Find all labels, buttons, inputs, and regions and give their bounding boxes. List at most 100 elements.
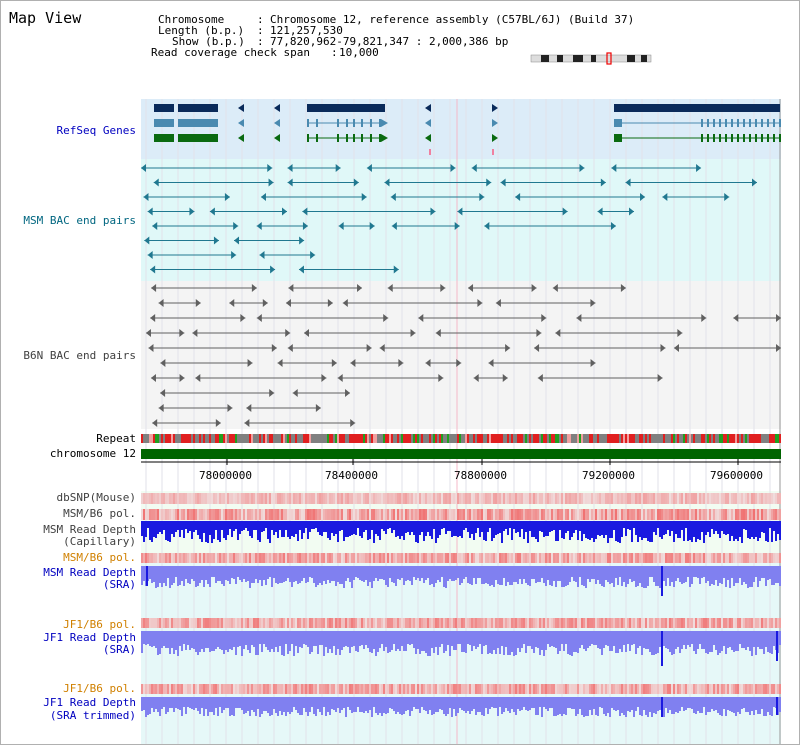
depth-bar <box>773 631 775 646</box>
heat-cell <box>761 493 763 504</box>
repeat-cell <box>551 434 553 443</box>
heat-cell <box>513 618 515 628</box>
depth-bar <box>383 697 385 713</box>
depth-bar <box>659 631 661 647</box>
heat-cell <box>685 553 687 563</box>
axis-tick-label: 78800000 <box>454 469 507 482</box>
heat-cell <box>569 618 571 628</box>
repeat-cell <box>509 434 511 443</box>
heat-cell <box>161 553 163 563</box>
heat-cell <box>299 618 301 628</box>
depth-bar <box>185 521 187 529</box>
depth-bar <box>561 521 563 538</box>
repeat-cell <box>691 434 693 443</box>
heat-cell <box>151 618 153 628</box>
heat-cell <box>453 493 455 504</box>
depth-bar <box>515 521 517 533</box>
heat-cell <box>229 493 231 504</box>
heat-cell <box>747 493 749 504</box>
heat-cell <box>603 509 605 520</box>
heat-cell <box>559 684 561 694</box>
depth-bar <box>317 697 319 709</box>
repeat-cell <box>179 434 181 443</box>
exon <box>614 119 622 127</box>
depth-bar <box>161 631 163 648</box>
heat-cell <box>587 509 589 520</box>
heat-cell <box>505 553 507 563</box>
heat-cell <box>703 493 705 504</box>
heat-cell <box>231 553 233 563</box>
heat-cell <box>773 684 775 694</box>
depth-bar <box>777 566 779 583</box>
heat-cell <box>585 618 587 628</box>
heat-cell <box>597 493 599 504</box>
depth-bar <box>651 566 653 577</box>
depth-bar <box>685 697 687 710</box>
b6n-bac-end <box>350 419 356 427</box>
exon <box>316 134 318 142</box>
depth-bar <box>241 521 243 531</box>
depth-bar <box>667 697 669 713</box>
depth-bar <box>417 697 419 709</box>
msm-bac-end <box>384 178 390 187</box>
depth-bar <box>757 566 759 587</box>
track-label-msm-bac[interactable]: MSM BAC end pairs <box>23 214 136 227</box>
depth-bar <box>409 566 411 581</box>
heat-cell <box>621 553 623 563</box>
depth-bar <box>533 521 535 537</box>
depth-bar <box>207 631 209 648</box>
heat-cell <box>685 509 687 520</box>
track-label-b6n-bac[interactable]: B6N BAC end pairs <box>23 349 136 362</box>
heat-cell <box>773 509 775 520</box>
heat-cell <box>493 618 495 628</box>
heat-cell <box>409 618 411 628</box>
heat-cell <box>259 684 261 694</box>
depth-bar <box>189 521 191 531</box>
depth-bar <box>211 631 213 651</box>
repeat-cell <box>467 434 469 443</box>
depth-bar <box>747 521 749 538</box>
heat-cell <box>425 553 427 563</box>
heat-cell <box>541 553 543 563</box>
depth-bar <box>193 566 195 581</box>
depth-bar <box>611 697 613 708</box>
depth-bar <box>435 697 437 712</box>
heat-cell <box>745 509 747 520</box>
heat-cell <box>257 684 259 694</box>
heat-cell <box>661 684 663 694</box>
heat-cell <box>743 509 745 520</box>
heat-cell <box>187 493 189 504</box>
depth-bar <box>209 697 211 712</box>
depth-bar <box>417 566 419 578</box>
repeat-cell <box>253 434 255 443</box>
heat-cell <box>527 684 529 694</box>
heat-cell <box>279 553 281 563</box>
depth-bar <box>201 566 203 580</box>
depth-bar <box>701 697 703 713</box>
heat-cell <box>207 684 209 694</box>
depth-bar <box>607 566 609 582</box>
heat-cell <box>275 493 277 504</box>
heat-cell <box>431 509 433 520</box>
depth-bar <box>717 631 719 655</box>
heat-cell <box>211 553 213 563</box>
heat-cell <box>315 493 317 504</box>
heat-cell <box>339 509 341 520</box>
depth-bar <box>359 697 361 712</box>
depth-bar <box>353 697 355 712</box>
b6n-bac-end <box>251 284 257 292</box>
depth-bar <box>691 566 693 584</box>
depth-bar <box>215 697 217 708</box>
heat-cell <box>561 684 563 694</box>
heat-cell <box>373 553 375 563</box>
track-label-refseq[interactable]: RefSeq Genes <box>56 124 136 137</box>
depth-bar <box>527 566 529 585</box>
depth-bar <box>271 697 273 715</box>
depth-bar <box>367 631 369 648</box>
heat-cell <box>361 684 363 694</box>
depth-bar <box>155 631 157 648</box>
depth-bar <box>643 521 645 538</box>
heat-cell <box>251 553 253 563</box>
